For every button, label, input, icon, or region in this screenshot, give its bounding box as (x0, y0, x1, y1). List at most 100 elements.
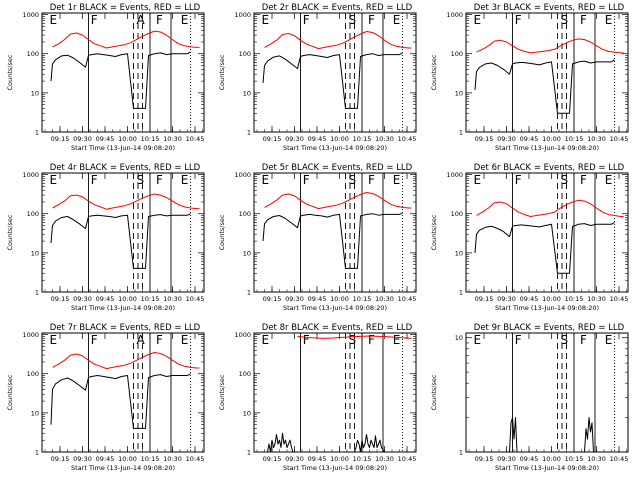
y-tick-label: 1000 (446, 11, 463, 19)
flag-label: E (474, 13, 482, 27)
flag-label: F (156, 13, 163, 27)
flag-label: A (137, 13, 146, 27)
y-tick-label: 1 (459, 449, 463, 457)
x-axis-label: Start Time (13-Jun-14 09:08:20) (495, 304, 599, 312)
panel-title: Det 9r BLACK = Events, RED = LLD (474, 323, 625, 333)
x-tick-label: 09:30 (285, 455, 304, 463)
y-tick-label: 10 (455, 249, 463, 257)
x-tick-label: 10:45 (610, 295, 629, 303)
plot-frame (465, 332, 629, 453)
x-tick-label: 09:45 (520, 135, 539, 143)
y-tick-label: 1000 (22, 171, 39, 179)
x-tick-label: 10:15 (141, 455, 160, 463)
plot-frame (41, 12, 205, 133)
x-axis-label: Start Time (13-Jun-14 09:08:20) (283, 304, 387, 312)
flag-label: F (368, 13, 375, 27)
y-tick-label: 100 (451, 50, 463, 58)
flag-label: F (91, 13, 98, 27)
flag-label: F (303, 173, 310, 187)
y-axis-label: Counts/sec (6, 214, 14, 250)
y-tick-label: 10 (31, 89, 39, 97)
x-axis-label: Start Time (13-Jun-14 09:08:20) (283, 144, 387, 152)
flag-label: A (137, 333, 146, 347)
x-tick-label: 10:45 (186, 455, 205, 463)
x-tick-label: 10:15 (565, 135, 584, 143)
flag-label: E (393, 173, 401, 187)
detector-panel: Det 6r BLACK = Events, RED = LLD Counts/s… (430, 163, 629, 312)
events-series-line (509, 417, 595, 453)
x-tick-label: 10:45 (610, 135, 629, 143)
flag-label: S (561, 333, 569, 347)
detector-panel: Det 5r BLACK = Events, RED = LLD Counts/s… (218, 163, 417, 312)
y-tick-label: 10 (31, 409, 39, 417)
x-tick-label: 09:30 (497, 295, 516, 303)
x-tick-label: 09:30 (285, 295, 304, 303)
x-tick-label: 09:30 (497, 135, 516, 143)
y-axis-label: Counts/sec (430, 54, 438, 90)
x-tick-label: 09:15 (51, 455, 70, 463)
y-tick-label: 1 (247, 129, 251, 137)
flag-label: E (181, 173, 189, 187)
flag-label: E (474, 333, 482, 347)
events-series-line (262, 52, 403, 109)
flag-label: F (368, 333, 375, 347)
y-tick-label: 1 (35, 289, 39, 297)
x-tick-label: 10:15 (141, 295, 160, 303)
y-tick-label: 1000 (234, 11, 251, 19)
x-tick-label: 10:15 (565, 295, 584, 303)
flag-label: F (515, 173, 522, 187)
flag-label: S (349, 13, 357, 27)
events-series-line (263, 432, 385, 453)
x-tick-label: 09:45 (308, 455, 327, 463)
x-tick-label: 09:45 (96, 295, 115, 303)
y-tick-label: 1 (459, 289, 463, 297)
flag-label: F (368, 173, 375, 187)
y-tick-label: 1000 (234, 331, 251, 339)
panel-title: Det 4r BLACK = Events, RED = LLD (50, 163, 201, 173)
detector-panel: Det 8r BLACK = Events, RED = LLD Counts/s… (218, 323, 417, 472)
x-tick-label: 09:15 (51, 295, 70, 303)
x-tick-label: 10:45 (398, 455, 417, 463)
y-tick-label: 100 (239, 210, 251, 218)
plot-frame (41, 332, 205, 453)
x-tick-label: 10:15 (353, 135, 372, 143)
y-tick-label: 1 (459, 129, 463, 137)
events-series-line (474, 221, 615, 274)
x-axis-label: Start Time (13-Jun-14 09:08:20) (283, 464, 387, 472)
lld-series-line (264, 31, 412, 50)
y-tick-label: 10 (31, 249, 39, 257)
flag-label: F (156, 333, 163, 347)
flag-label: F (580, 173, 587, 187)
x-tick-label: 10:00 (330, 455, 349, 463)
x-tick-label: 09:15 (475, 455, 494, 463)
y-axis-label: Counts/sec (218, 374, 226, 410)
lld-series-line (52, 30, 200, 49)
y-axis-label: Counts/sec (218, 214, 226, 250)
lld-series-line (476, 199, 624, 217)
x-axis-label: Start Time (13-Jun-14 09:08:20) (495, 464, 599, 472)
lld-series-line (297, 335, 412, 339)
x-tick-label: 10:30 (163, 295, 182, 303)
y-tick-label: 1000 (22, 11, 39, 19)
x-tick-label: 09:30 (73, 455, 92, 463)
flag-label: F (515, 13, 522, 27)
x-axis-label: Start Time (13-Jun-14 09:08:20) (71, 464, 175, 472)
x-tick-label: 09:30 (73, 295, 92, 303)
flag-label: F (303, 333, 310, 347)
x-tick-label: 10:00 (330, 135, 349, 143)
y-tick-label: 10 (455, 334, 463, 342)
y-tick-label: 10 (243, 89, 251, 97)
x-tick-label: 10:15 (353, 455, 372, 463)
flag-label: E (393, 13, 401, 27)
x-tick-label: 10:15 (565, 455, 584, 463)
y-tick-label: 10 (455, 89, 463, 97)
x-tick-label: 10:30 (587, 135, 606, 143)
y-tick-label: 1 (35, 449, 39, 457)
x-tick-label: 09:15 (263, 135, 282, 143)
flag-label: E (605, 173, 613, 187)
flag-label: S (137, 173, 145, 187)
panel-title: Det 8r BLACK = Events, RED = LLD (262, 323, 413, 333)
flag-label: E (181, 13, 189, 27)
flag-label: E (262, 173, 270, 187)
panel-title: Det 5r BLACK = Events, RED = LLD (262, 163, 413, 173)
